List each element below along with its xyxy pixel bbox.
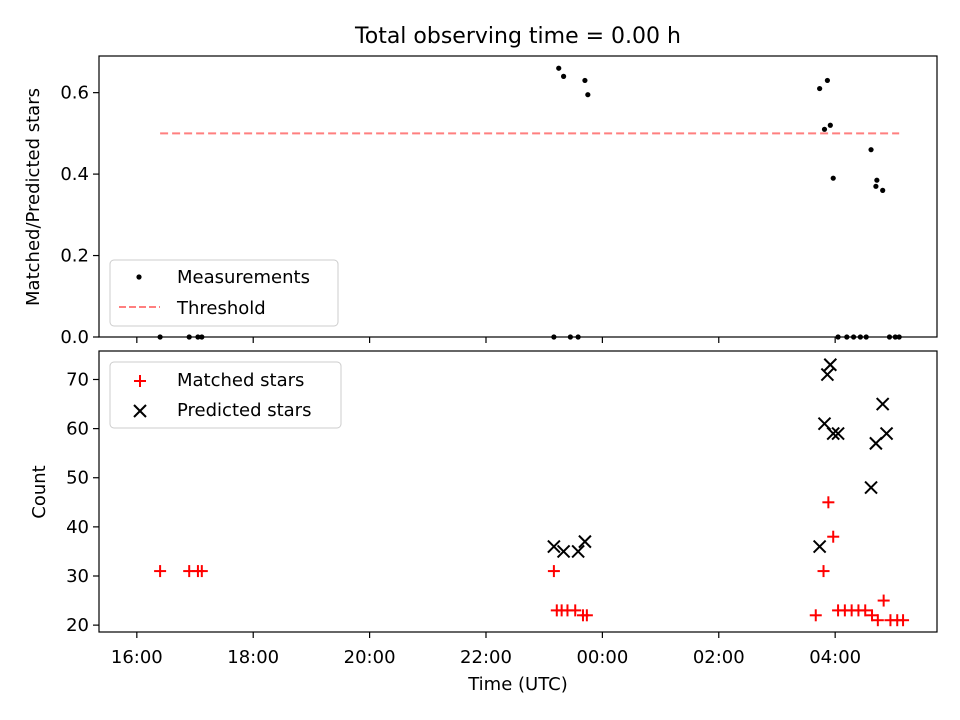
- measurement-point: [551, 334, 557, 340]
- bottom-y-axis: 20 30 40 50 60 70: [66, 369, 99, 636]
- bottom-y-tick-label: 20: [66, 615, 89, 636]
- x-tick-label: 18:00: [227, 647, 279, 668]
- matched-star-point: [822, 496, 835, 509]
- predicted-star-point: [571, 544, 585, 559]
- bottom-panel: 20 30 40 50 60 70 16:00 18:00 20:00 22:00 00:00 02…: [29, 350, 938, 695]
- matched-star-point: [547, 565, 560, 578]
- measurement-point: [886, 334, 893, 340]
- measurement-point: [880, 187, 886, 193]
- matched-star-point: [817, 565, 830, 578]
- top-panel: 0.0 0.2 0.4 0.6 Matched/Predicted stars Mea…: [23, 55, 938, 348]
- x-tick-label: 20:00: [344, 647, 396, 668]
- predicted-star-point: [869, 436, 883, 451]
- x-tick-label: 04:00: [809, 647, 861, 668]
- top-y-label: Matched/Predicted stars: [23, 88, 44, 306]
- predicted-star-point: [831, 426, 845, 441]
- top-y-tick-label: 0.2: [60, 246, 89, 267]
- top-legend-box: [109, 259, 339, 327]
- measurement-point: [857, 334, 863, 340]
- x-tick-label: 22:00: [460, 647, 512, 668]
- top-plot-frame: [98, 55, 938, 338]
- measurement-point: [844, 334, 850, 340]
- bottom-plot-frame: [98, 350, 938, 633]
- figure-title: Total observing time = 0.00 h: [354, 24, 681, 49]
- matched-star-point: [897, 614, 910, 627]
- bottom-y-tick-label: 30: [66, 566, 89, 587]
- measurement-point: [157, 334, 163, 340]
- bottom-y-tick-label: 60: [66, 419, 89, 440]
- legend-threshold-label: Threshold: [176, 298, 266, 319]
- measurement-point: [873, 183, 879, 189]
- measurement-point: [567, 334, 573, 340]
- measurement-point: [186, 334, 192, 340]
- matched-star-point: [569, 604, 582, 617]
- measurement-point: [560, 73, 567, 79]
- top-y-tick-label: 0.4: [60, 164, 89, 185]
- bottom-marks: [154, 358, 910, 627]
- measurement-point: [827, 122, 833, 128]
- bottom-y-label: Count: [29, 465, 50, 518]
- top-x-ticks: [136, 337, 836, 343]
- legend-predicted-marker: [133, 404, 147, 418]
- matched-star-point: [827, 530, 840, 543]
- measurement-point: [824, 77, 831, 84]
- top-y-axis: 0.0 0.2 0.4 0.6: [60, 83, 99, 348]
- top-y-tick-label: 0.0: [60, 327, 89, 348]
- measurement-point: [896, 334, 902, 340]
- matched-star-point: [154, 565, 167, 578]
- predicted-star-point: [578, 534, 592, 549]
- bottom-y-tick-label: 50: [66, 468, 89, 489]
- predicted-star-point: [864, 480, 878, 495]
- measurement-point: [830, 175, 836, 181]
- measurement-point: [863, 334, 869, 340]
- matched-star-point: [871, 614, 884, 627]
- bottom-y-tick-label: 70: [66, 369, 89, 390]
- measurement-point: [582, 77, 588, 84]
- bottom-y-tick-label: 40: [66, 517, 89, 538]
- top-marks: [157, 65, 902, 340]
- top-legend: Measurements Threshold: [109, 259, 339, 327]
- measurement-point: [868, 147, 874, 153]
- x-tick-label: 00:00: [576, 647, 628, 668]
- measurement-point: [850, 334, 857, 340]
- matched-star-point: [859, 604, 872, 617]
- measurement-point: [585, 92, 591, 98]
- predicted-star-point: [875, 397, 890, 411]
- legend-measurements-label: Measurements: [177, 267, 310, 288]
- predicted-star-point: [879, 426, 894, 441]
- predicted-star-point: [547, 539, 561, 554]
- predicted-star-point: [556, 544, 571, 559]
- predicted-star-point: [823, 358, 838, 372]
- legend-matched-marker: [134, 375, 146, 387]
- measurement-point: [835, 334, 841, 340]
- predicted-star-point: [820, 367, 835, 382]
- measurement-point: [821, 126, 828, 132]
- matched-star-point: [195, 565, 208, 578]
- measurement-point: [817, 85, 823, 92]
- matched-star-point: [809, 609, 822, 622]
- legend-measurements-marker: [136, 274, 142, 280]
- measurement-point: [892, 334, 898, 340]
- measurement-point: [199, 334, 205, 340]
- bottom-legend-box: [109, 361, 342, 429]
- legend-matched-label: Matched stars: [177, 370, 304, 391]
- bottom-legend: Matched stars Predicted stars: [109, 361, 342, 429]
- legend-predicted-label: Predicted stars: [177, 400, 311, 421]
- matched-star-point: [580, 609, 593, 622]
- measurement-point: [575, 334, 581, 340]
- measurement-point: [556, 65, 562, 71]
- matched-star-point: [877, 594, 890, 607]
- predicted-star-point: [812, 539, 827, 554]
- measurement-point: [195, 334, 201, 340]
- x-tick-label: 02:00: [693, 647, 745, 668]
- bottom-x-axis: 16:00 18:00 20:00 22:00 00:00 02:00 04:00: [111, 632, 861, 668]
- x-tick-label: 16:00: [111, 647, 163, 668]
- measurement-point: [874, 177, 880, 183]
- x-axis-label: Time (UTC): [467, 674, 568, 695]
- predicted-star-point: [826, 426, 840, 441]
- top-y-tick-label: 0.6: [60, 83, 89, 104]
